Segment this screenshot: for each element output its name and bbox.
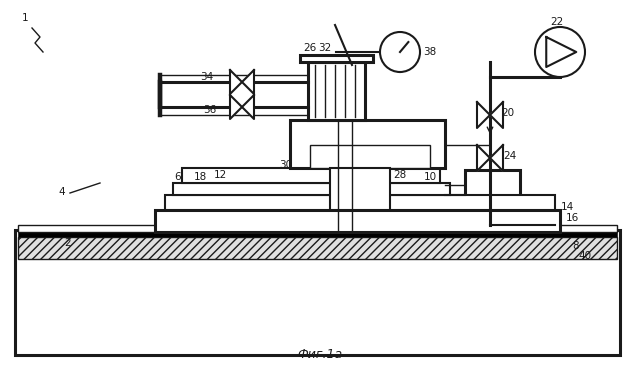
Bar [15,230,620,355]
Bar [300,55,373,62]
Text: 22: 22 [550,17,564,27]
Bar [155,210,560,232]
Polygon shape [490,102,503,128]
Bar [310,145,430,168]
Text: 36: 36 [204,105,216,115]
Text: 12: 12 [213,170,227,180]
Text: 30: 30 [280,160,292,170]
Text: 16: 16 [565,213,579,223]
Text: 8: 8 [573,241,579,251]
Polygon shape [477,102,490,128]
Bar [330,168,390,210]
Polygon shape [230,95,242,119]
Polygon shape [547,37,576,67]
Text: 1: 1 [22,13,28,23]
Circle shape [535,27,585,77]
Text: 38: 38 [424,47,436,57]
Text: Фиг.1a: Фиг.1a [298,348,342,361]
Text: 6: 6 [175,172,181,182]
Text: 32: 32 [318,43,332,53]
Bar [18,232,617,237]
Text: 14: 14 [561,202,573,212]
Bar [165,195,555,210]
Circle shape [380,32,420,72]
Polygon shape [230,70,242,94]
Text: 10: 10 [424,172,436,182]
Text: 26: 26 [303,43,317,53]
Text: 40: 40 [579,251,591,261]
Text: 18: 18 [193,172,207,182]
Text: 2: 2 [65,238,71,248]
Polygon shape [242,70,254,94]
Polygon shape [477,145,490,171]
Bar [182,168,440,183]
Bar [308,62,365,120]
Polygon shape [242,95,254,119]
Text: 24: 24 [504,151,516,161]
Text: 20: 20 [501,108,515,118]
Text: 34: 34 [200,72,214,82]
Text: 28: 28 [394,170,406,180]
Polygon shape [490,145,503,171]
Bar [173,183,450,195]
Bar [18,237,617,259]
Text: 4: 4 [59,187,65,197]
Bar [465,170,520,225]
Bar [18,225,617,232]
Bar [290,120,445,168]
